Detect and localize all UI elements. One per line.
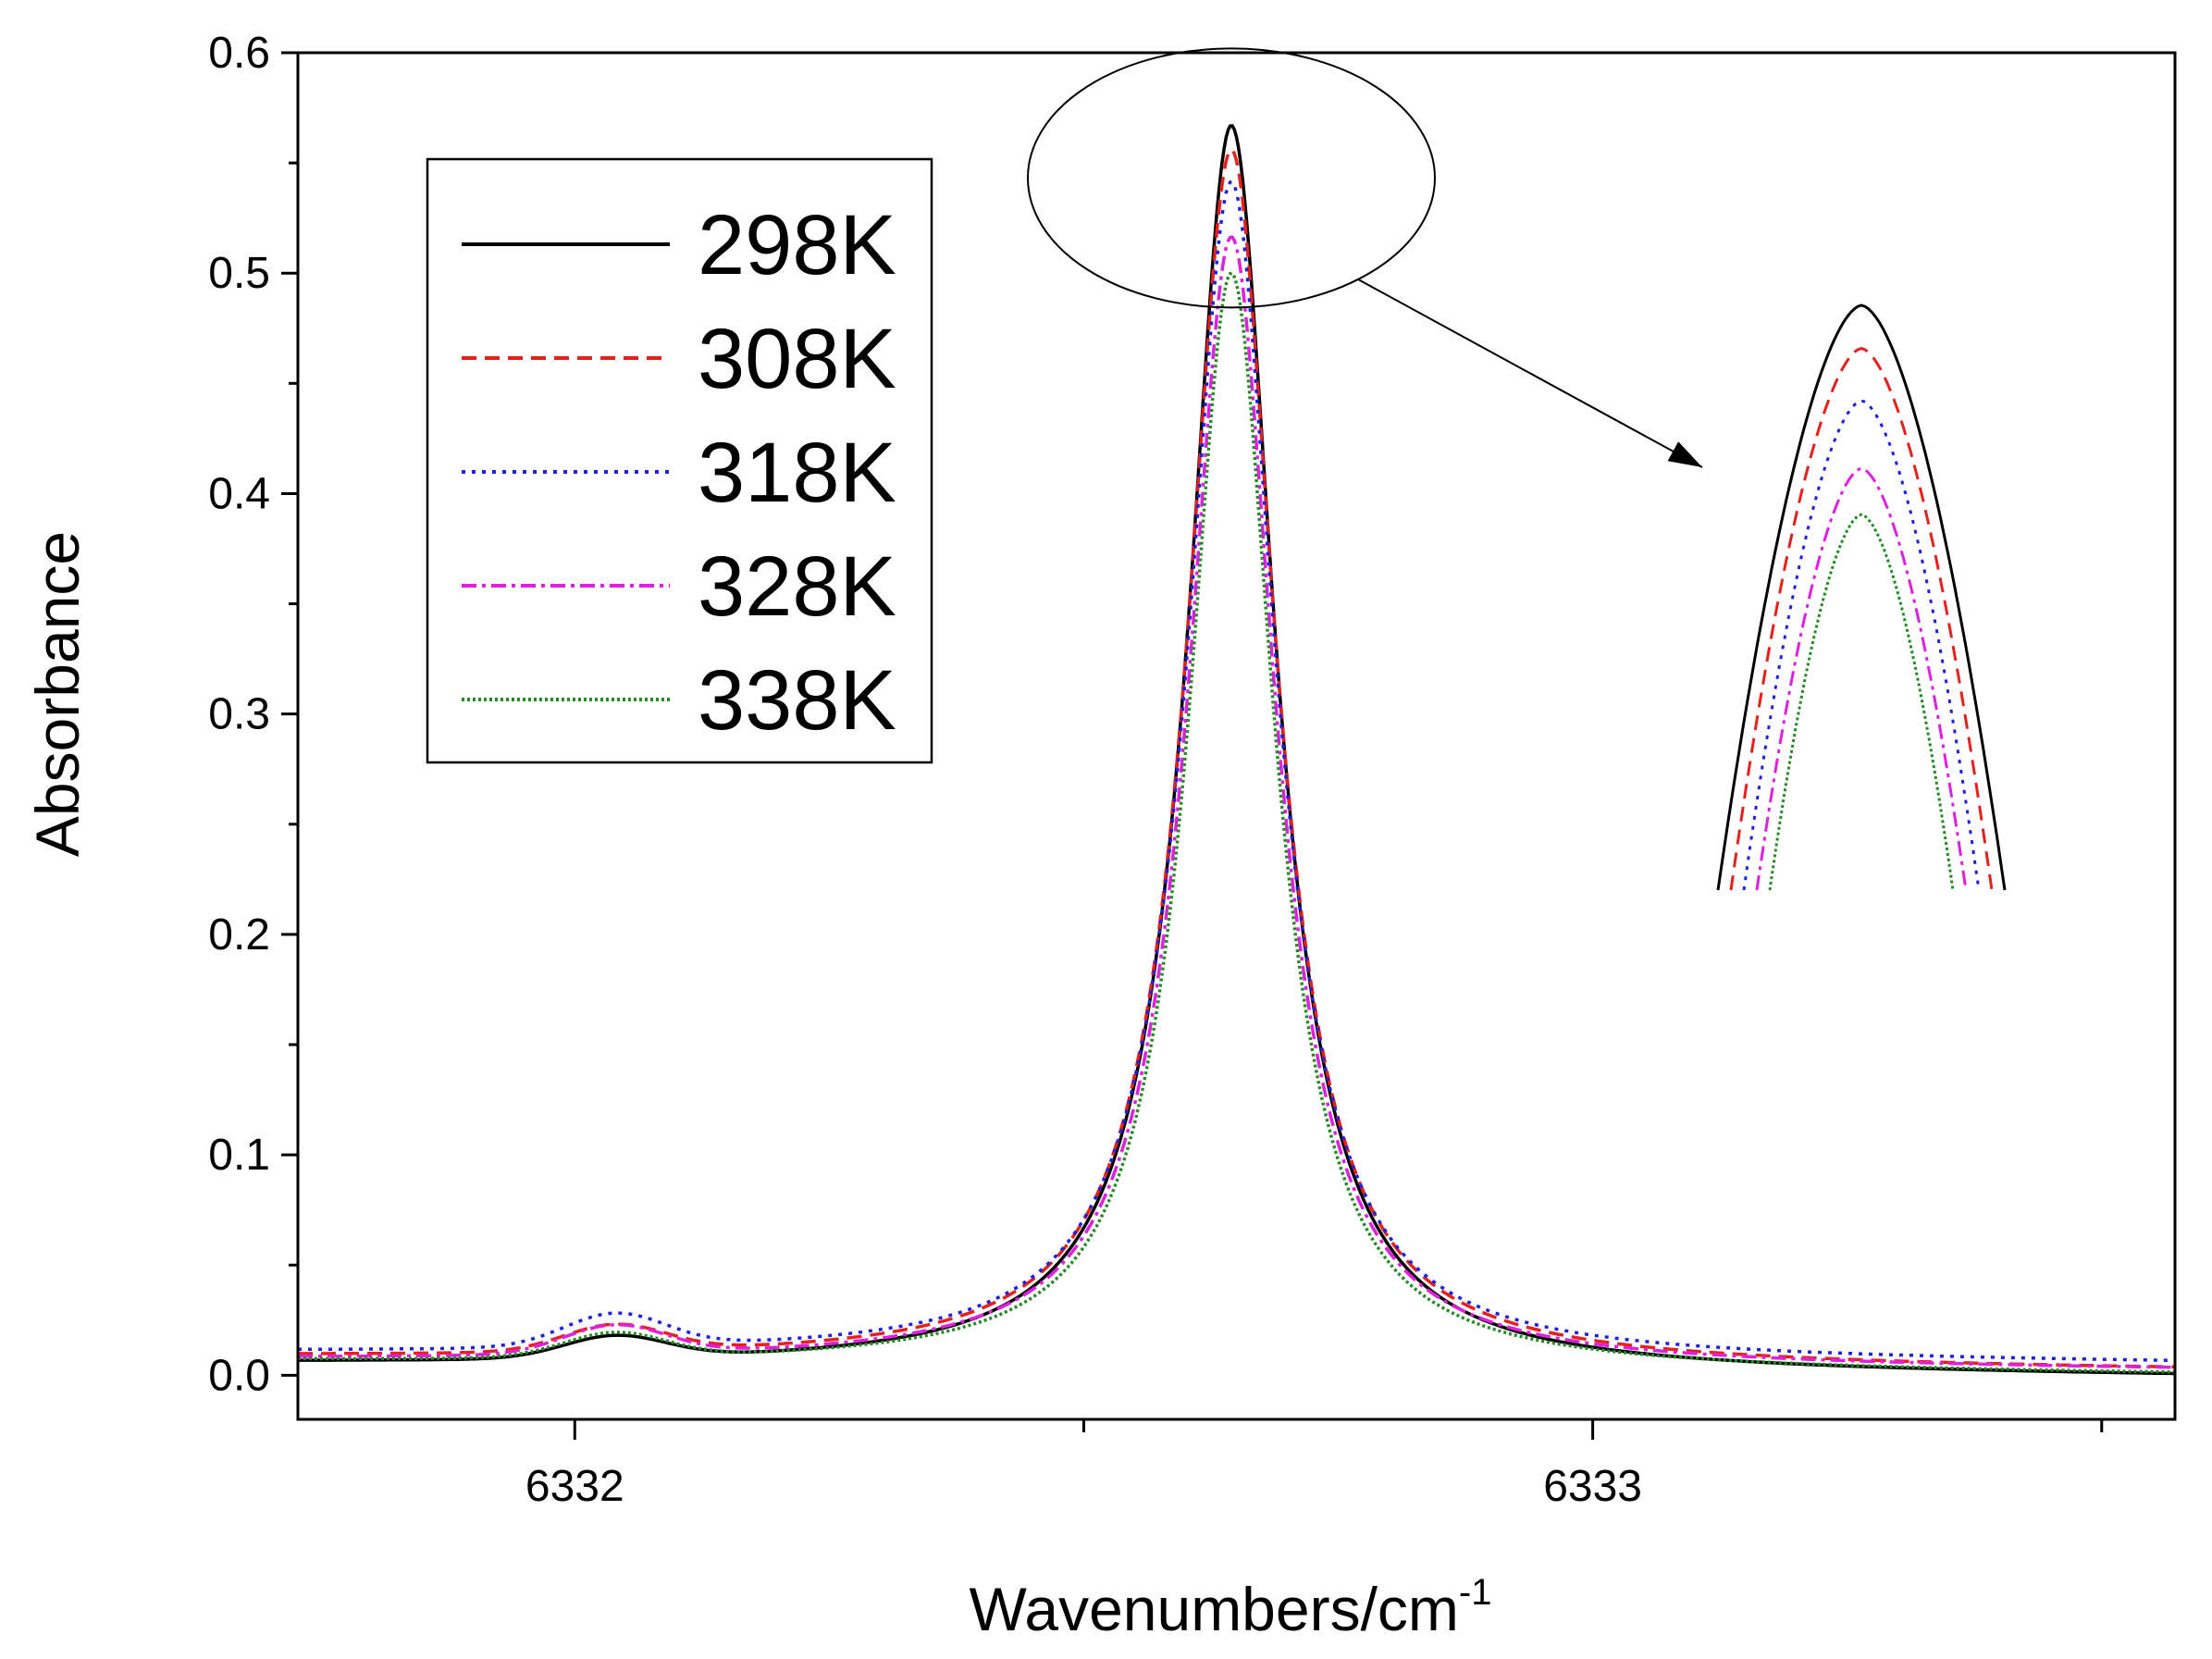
legend-box bbox=[426, 157, 933, 764]
zoom-ellipse bbox=[1026, 47, 1436, 309]
x-axis-title: Wavenumbers/cm-1 bbox=[970, 1572, 1492, 1643]
x-axis-title-text: Wavenumbers/cm bbox=[970, 1575, 1459, 1643]
y-tick-label: 0.3 bbox=[208, 690, 270, 739]
series-line-318K bbox=[298, 180, 2175, 1363]
y-tick-label: 0.5 bbox=[208, 249, 270, 298]
y-tick-label: 0.2 bbox=[208, 910, 270, 959]
y-tick-label: 0.6 bbox=[208, 29, 270, 78]
legend-label-298K: 298K bbox=[698, 198, 896, 292]
legend-label-328K: 328K bbox=[698, 539, 896, 634]
inset-curve-298K bbox=[1716, 303, 2007, 891]
x-tick-label: 6332 bbox=[525, 1462, 624, 1511]
legend: 298K 308K 318K 328K 338K bbox=[426, 157, 933, 764]
plot-frame bbox=[296, 51, 2177, 1421]
legend-label-308K: 308K bbox=[698, 312, 896, 406]
y-tick-label: 0.1 bbox=[208, 1131, 270, 1180]
inset-curve-318K bbox=[1742, 399, 1981, 891]
zoom-arrow-line bbox=[1356, 278, 1703, 468]
y-tick-label: 0.4 bbox=[208, 469, 270, 518]
series-group bbox=[298, 124, 2175, 1376]
y-tick-label: 0.0 bbox=[208, 1351, 270, 1400]
annotation-layer bbox=[1026, 47, 2007, 891]
inset-curve-308K bbox=[1729, 347, 1994, 891]
x-axis-title-superscript: -1 bbox=[1459, 1572, 1492, 1613]
zoom-arrow-head bbox=[1667, 441, 1702, 467]
peak-zoom-inset bbox=[1716, 303, 2007, 891]
axis-layer: 0.0 0.1 0.2 0.3 0.4 0.5 0.6 6332 6333 bbox=[208, 29, 2104, 1511]
series-line-338K bbox=[298, 271, 2175, 1374]
legend-label-338K: 338K bbox=[698, 653, 896, 748]
series-line-328K bbox=[298, 235, 2175, 1369]
inset-curve-328K bbox=[1755, 466, 1968, 891]
inset-curve-338K bbox=[1768, 513, 1955, 891]
y-axis-title: Absorbance bbox=[23, 531, 92, 857]
legend-label-318K: 318K bbox=[698, 426, 896, 520]
x-tick-label: 6333 bbox=[1543, 1462, 1642, 1511]
series-layer bbox=[298, 124, 2175, 1376]
